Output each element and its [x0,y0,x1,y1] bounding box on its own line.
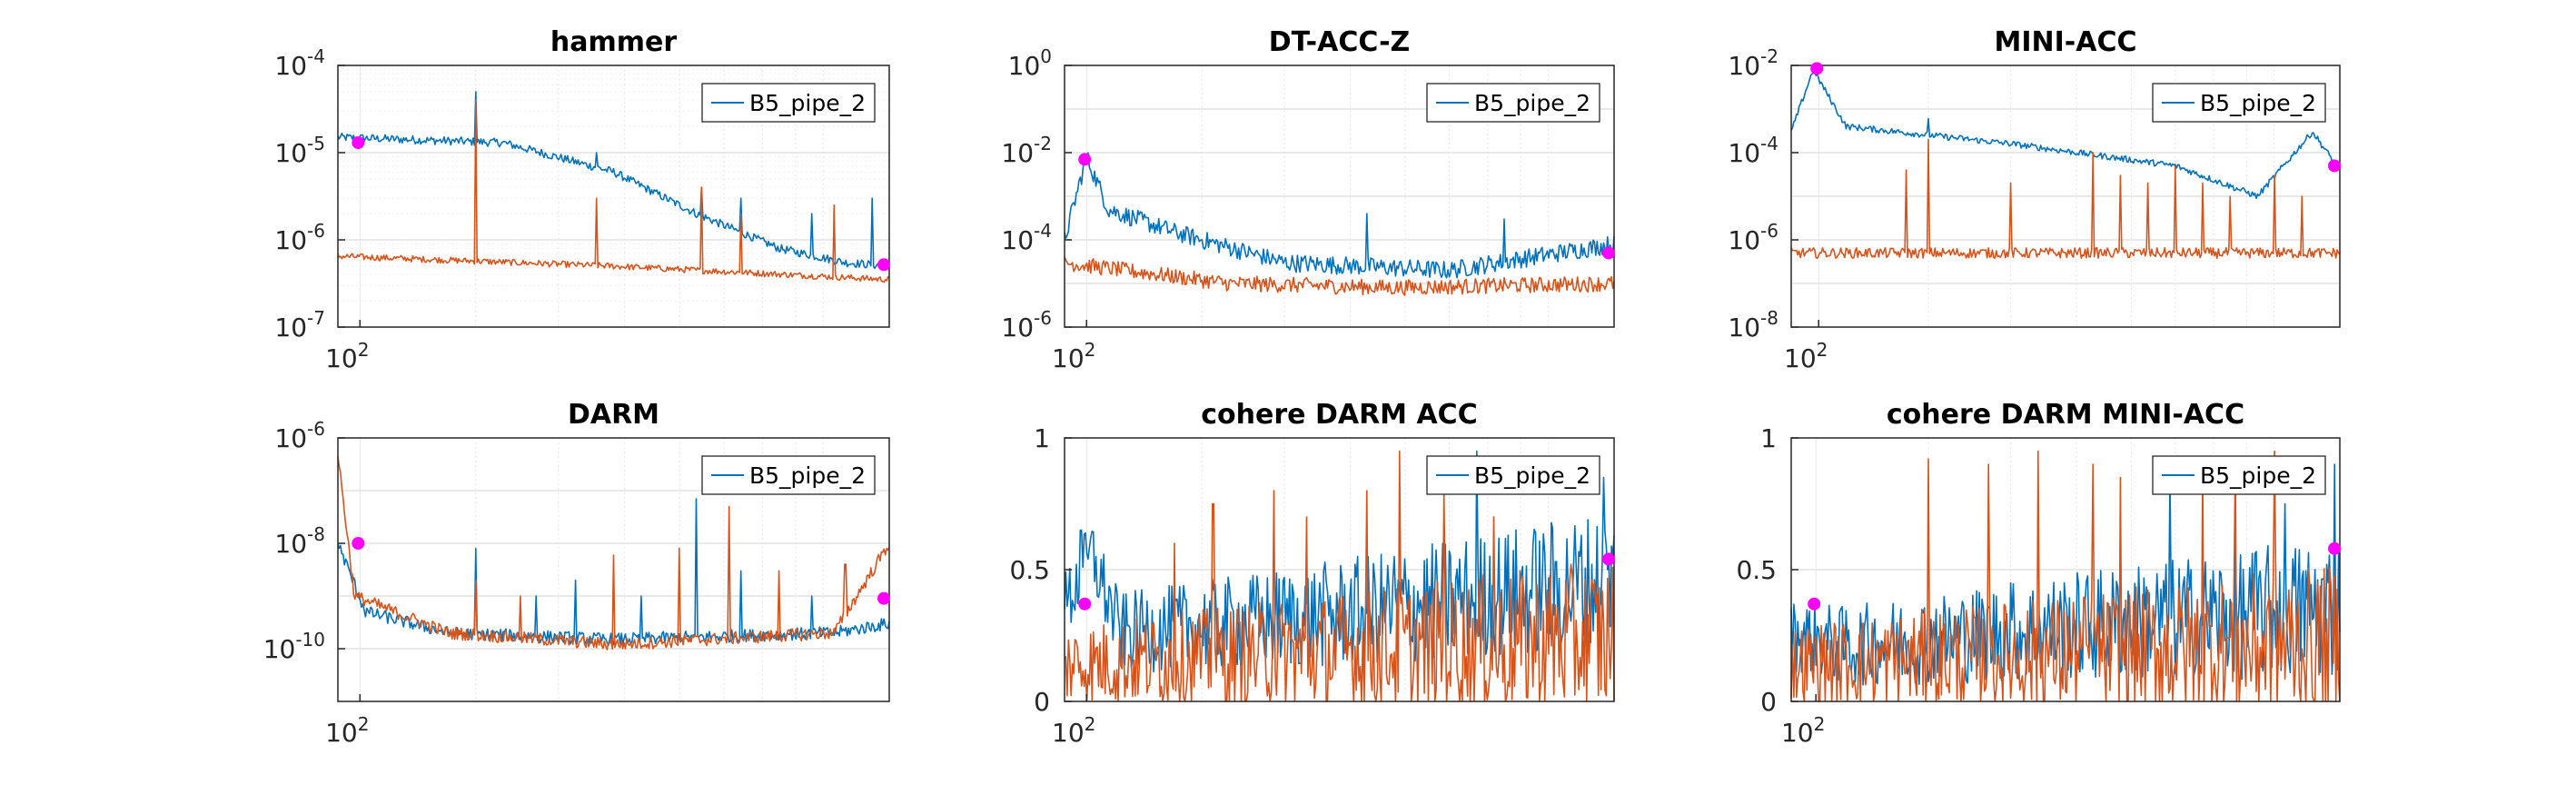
y-tick-label: 0 [1034,687,1050,717]
data-marker [352,537,365,550]
y-tick-label: 10-8 [1728,307,1778,343]
data-marker [1808,597,1821,611]
y-tick-label: 10-4 [1001,220,1052,255]
data-marker [877,591,890,605]
series-line-2 [337,456,890,651]
chart-panel-1: 10-7 10-6 10-5 10-4 102 hammer B5_pipe_2 [274,26,890,373]
chart-panel-4: 10-10 10-8 10-6 102 DARM B5_pipe_2 [263,399,890,748]
legend-label: B5_pipe_2 [2200,90,2316,116]
y-tick-label: 100 [1008,45,1052,81]
chart-title: hammer [550,26,677,58]
y-tick-label: 10-6 [274,220,325,255]
series-line-b5-pipe-2 [1064,450,1615,673]
y-tick-label: 10-4 [1728,133,1778,168]
y-tick-label: 10-4 [274,45,325,81]
data-marker [2328,542,2341,555]
series-line-2 [337,99,890,283]
chart-title: cohere DARM ACC [1201,399,1477,431]
x-tick-label: 102 [325,713,369,748]
y-tick-label: 10-2 [1728,45,1778,81]
y-tick-label: 10-8 [274,523,325,559]
chart-title: DARM [568,399,659,431]
x-tick-label: 102 [1052,713,1095,748]
chart-panel-6: 0 0.5 1 102 cohere DARM MINI-ACC B5_pipe_2 [1736,399,2341,748]
legend-label: B5_pipe_2 [749,462,866,489]
axes-box [337,437,890,702]
data-marker [2328,159,2341,173]
chart-title: cohere DARM MINI-ACC [1887,399,2244,431]
data-marker [1602,246,1615,260]
series-line-b5-pipe-2 [337,91,890,271]
y-tick-label: 10-10 [263,629,325,664]
legend-label: B5_pipe_2 [749,90,866,116]
x-tick-label: 102 [1052,339,1095,373]
series-line-2 [1790,450,2341,702]
chart-panel-5: 0 0.5 1 102 cohere DARM ACC B5_pipe_2 [1009,399,1615,748]
legend-label: B5_pipe_2 [1474,90,1590,116]
series-line-2 [1064,256,1615,296]
data-marker [1810,62,1824,75]
x-tick-label: 102 [1781,713,1825,748]
x-tick-label: 102 [1784,339,1828,373]
y-tick-label: 10-2 [1001,133,1052,168]
axes-box [337,65,890,328]
y-tick-label: 10-5 [274,133,325,168]
series-line-b5-pipe-2 [1790,463,2341,686]
series-line-b5-pipe-2 [1790,69,2341,200]
y-tick-label: 0.5 [1009,555,1050,585]
y-tick-label: 0 [1760,687,1777,717]
chart-title: DT-ACC-Z [1269,26,1411,58]
y-tick-label: 10-7 [274,307,325,343]
series-line-b5-pipe-2 [337,498,890,647]
data-marker [352,136,365,150]
legend-label: B5_pipe_2 [1474,462,1590,489]
legend-label: B5_pipe_2 [2200,462,2316,489]
series-line-2 [1064,450,1615,702]
y-tick-label: 10-6 [1001,307,1052,343]
data-marker [877,258,890,272]
axes-box [1064,65,1615,328]
data-marker [1078,597,1092,611]
series-line-b5-pipe-2 [1064,152,1615,279]
y-tick-label: 1 [1760,423,1777,453]
series-line-2 [1790,138,2341,259]
data-marker [1078,153,1092,166]
y-tick-label: 10-6 [1728,220,1778,255]
data-marker [1602,552,1615,566]
chart-panel-2: 10-6 10-4 10-2 100 102 DT-ACC-Z B5_pipe_2 [1001,26,1615,373]
y-tick-label: 1 [1034,423,1050,453]
y-tick-label: 10-6 [274,418,325,453]
y-tick-label: 0.5 [1736,555,1777,585]
chart-panel-3: 10-8 10-6 10-4 10-2 102 MINI-ACC B5_pipe_2 [1728,26,2341,373]
axes-box [1790,65,2341,328]
chart-title: MINI-ACC [1995,26,2137,58]
x-tick-label: 102 [325,339,369,373]
